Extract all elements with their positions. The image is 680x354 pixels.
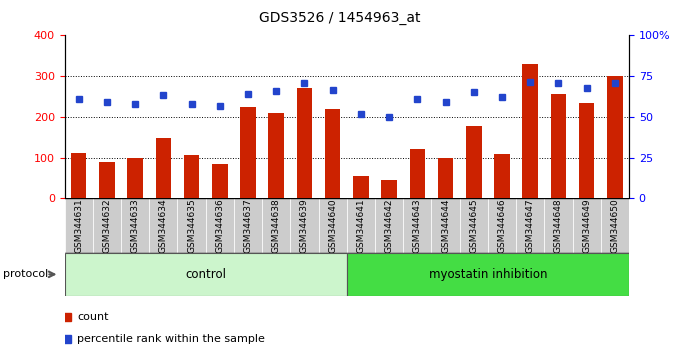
Bar (65, 253, 347, 296)
Text: GSM344634: GSM344634 (159, 198, 168, 253)
Text: GSM344632: GSM344632 (103, 198, 112, 253)
Text: GSM344644: GSM344644 (441, 199, 450, 253)
Bar (318, 198, 347, 253)
Text: GDS3526 / 1454963_at: GDS3526 / 1454963_at (259, 11, 421, 25)
Bar (156, 138, 171, 198)
Bar (601, 198, 629, 253)
Bar (325, 109, 341, 198)
Bar (234, 198, 262, 253)
Bar (488, 198, 516, 253)
Bar (240, 107, 256, 198)
Bar (438, 158, 454, 198)
Bar (375, 198, 403, 253)
Text: GSM344631: GSM344631 (74, 198, 83, 253)
Text: GSM344641: GSM344641 (356, 198, 365, 253)
Text: GSM344645: GSM344645 (469, 198, 478, 253)
Text: GSM344650: GSM344650 (611, 198, 619, 253)
Bar (381, 180, 397, 198)
Bar (607, 76, 623, 198)
Bar (494, 154, 510, 198)
Text: GSM344638: GSM344638 (272, 198, 281, 253)
Text: GSM344635: GSM344635 (187, 198, 196, 253)
Bar (127, 158, 143, 198)
Bar (409, 149, 425, 198)
Bar (269, 113, 284, 198)
Bar (347, 253, 629, 296)
Bar (212, 164, 228, 198)
Text: GSM344639: GSM344639 (300, 198, 309, 253)
Text: GSM344648: GSM344648 (554, 198, 563, 253)
Bar (466, 126, 481, 198)
Bar (403, 198, 431, 253)
Bar (65, 198, 92, 253)
Bar (92, 198, 121, 253)
Text: percentile rank within the sample: percentile rank within the sample (78, 334, 265, 344)
Bar (573, 198, 601, 253)
Text: GSM344646: GSM344646 (498, 198, 507, 253)
Bar (516, 198, 544, 253)
Bar (290, 198, 318, 253)
Text: GSM344643: GSM344643 (413, 198, 422, 253)
Text: GSM344640: GSM344640 (328, 198, 337, 253)
Text: GSM344633: GSM344633 (131, 198, 139, 253)
Bar (177, 198, 205, 253)
Bar (71, 154, 86, 198)
Bar (121, 198, 149, 253)
Text: GSM344649: GSM344649 (582, 198, 591, 253)
Bar (522, 64, 538, 198)
Text: myostatin inhibition: myostatin inhibition (428, 268, 547, 281)
Bar (431, 198, 460, 253)
Bar (551, 95, 566, 198)
Bar (205, 198, 234, 253)
Bar (579, 103, 594, 198)
Bar (347, 198, 375, 253)
Bar (262, 198, 290, 253)
Bar (544, 198, 573, 253)
Text: control: control (185, 268, 226, 281)
Text: GSM344642: GSM344642 (385, 199, 394, 253)
Text: count: count (78, 312, 109, 322)
Bar (149, 198, 177, 253)
Text: GSM344636: GSM344636 (216, 198, 224, 253)
Bar (184, 155, 199, 198)
Bar (353, 176, 369, 198)
Text: GSM344647: GSM344647 (526, 198, 534, 253)
Bar (460, 198, 488, 253)
Bar (99, 161, 115, 198)
Text: protocol: protocol (3, 269, 49, 279)
Text: GSM344637: GSM344637 (243, 198, 252, 253)
Bar (296, 88, 312, 198)
